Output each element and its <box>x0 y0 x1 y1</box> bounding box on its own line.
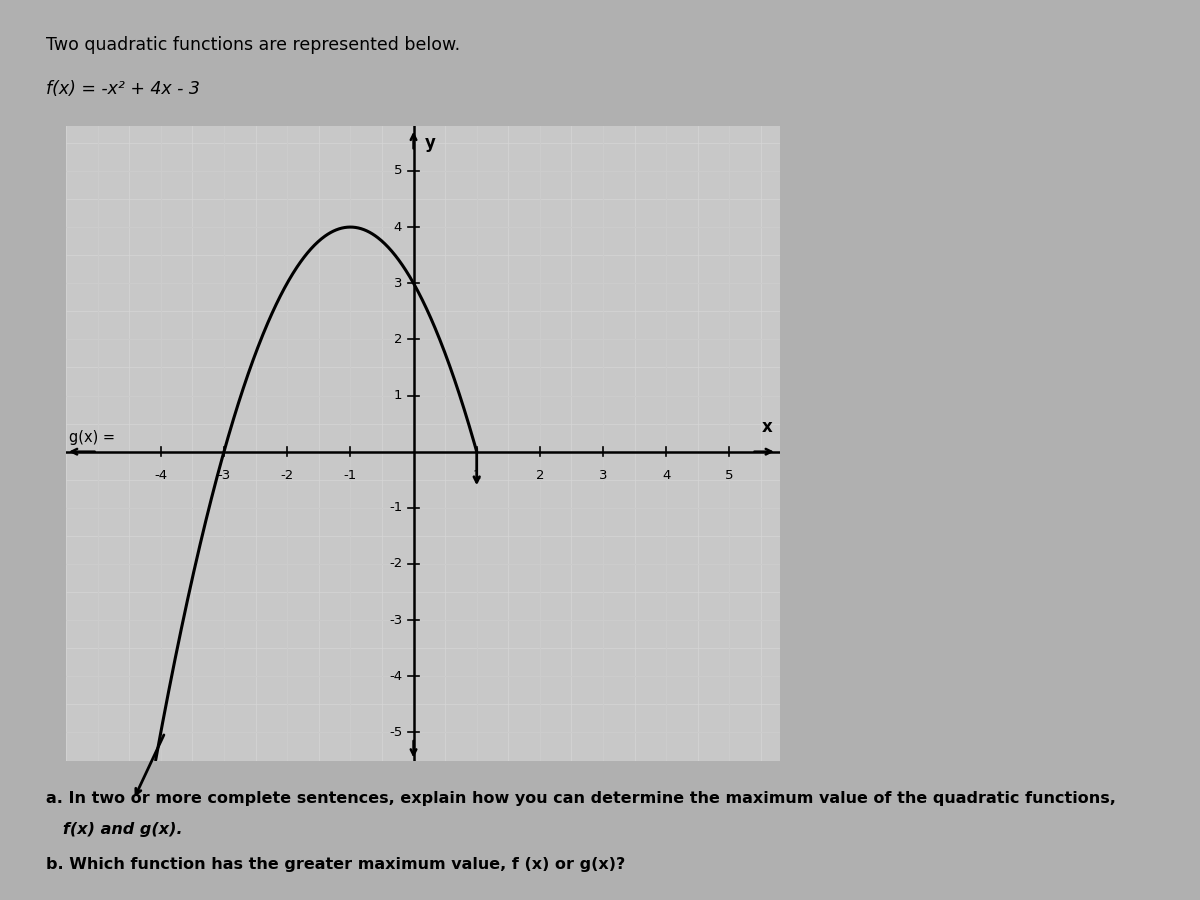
Text: -2: -2 <box>389 557 402 571</box>
Text: -5: -5 <box>389 726 402 739</box>
Text: 3: 3 <box>599 469 607 482</box>
Text: -3: -3 <box>217 469 230 482</box>
Text: g(x) =: g(x) = <box>70 430 115 445</box>
Text: y: y <box>425 134 436 152</box>
Text: -1: -1 <box>343 469 356 482</box>
Text: 3: 3 <box>394 276 402 290</box>
Text: b. Which function has the greater maximum value, f (x) or g(x)?: b. Which function has the greater maximu… <box>46 857 625 871</box>
Text: -4: -4 <box>155 469 167 482</box>
Text: -2: -2 <box>281 469 294 482</box>
Text: a. In two or more complete sentences, explain how you can determine the maximum : a. In two or more complete sentences, ex… <box>46 791 1116 806</box>
Text: 5: 5 <box>394 165 402 177</box>
Text: -4: -4 <box>389 670 402 683</box>
Text: 4: 4 <box>662 469 671 482</box>
Text: -3: -3 <box>389 614 402 626</box>
Text: -1: -1 <box>389 501 402 514</box>
Text: 2: 2 <box>535 469 544 482</box>
Text: Two quadratic functions are represented below.: Two quadratic functions are represented … <box>46 35 460 53</box>
Text: f(x) = -x² + 4x - 3: f(x) = -x² + 4x - 3 <box>46 80 199 98</box>
Text: 1: 1 <box>473 469 481 482</box>
Text: f(x) and g(x).: f(x) and g(x). <box>46 823 182 837</box>
Text: 2: 2 <box>394 333 402 346</box>
Text: 5: 5 <box>725 469 733 482</box>
Text: 4: 4 <box>394 220 402 234</box>
Text: x: x <box>762 418 773 436</box>
Text: 1: 1 <box>394 389 402 402</box>
